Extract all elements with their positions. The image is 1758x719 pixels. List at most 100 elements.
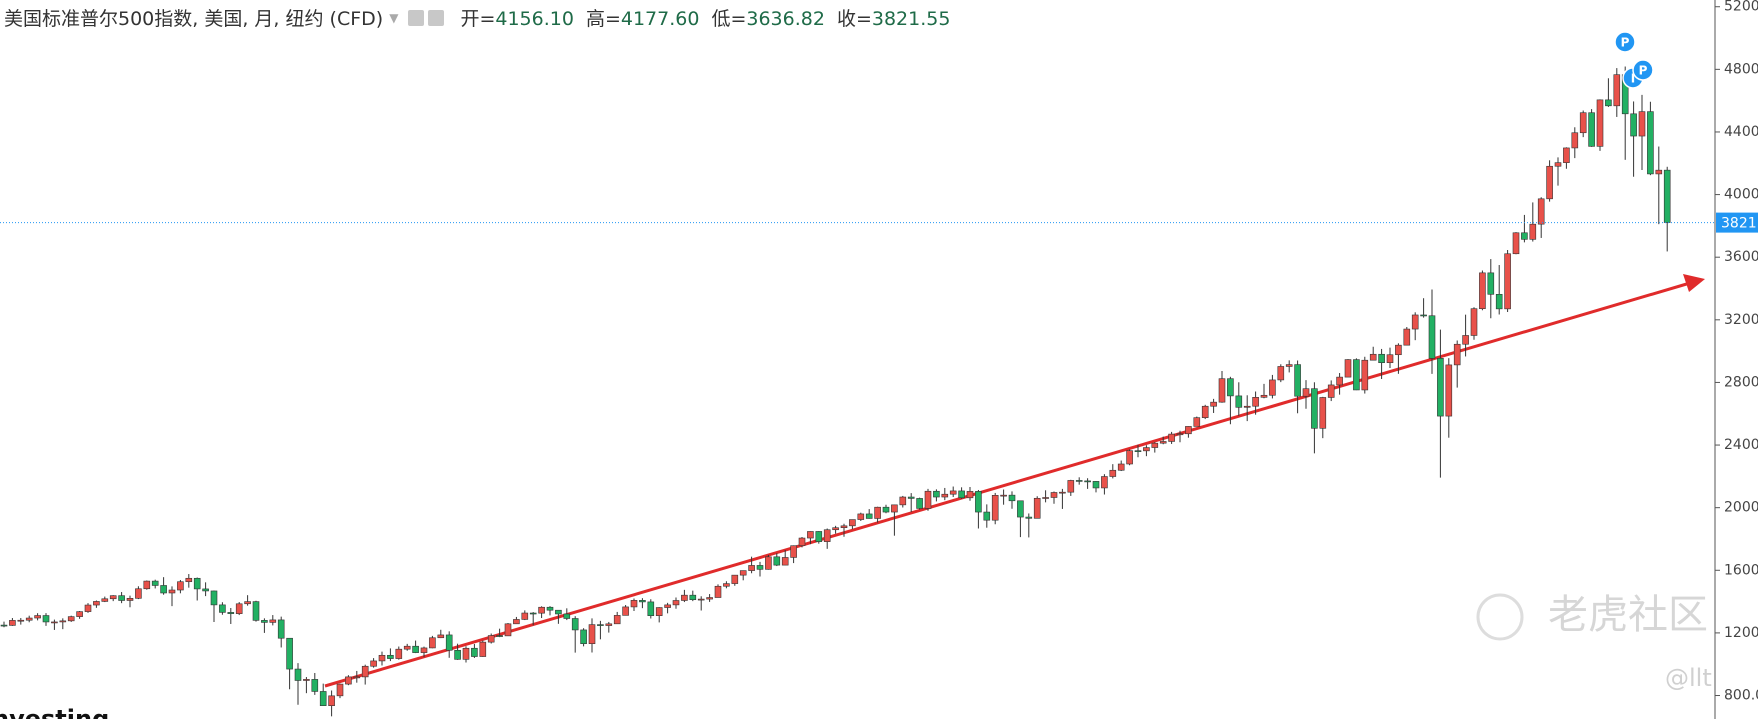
candle-body [1210, 401, 1217, 407]
event-marker[interactable] [1632, 59, 1654, 81]
candle-body [462, 647, 470, 660]
candle-body [529, 612, 537, 615]
dropdown-arrow[interactable]: ▼ [389, 10, 399, 25]
candle-body [781, 557, 789, 566]
candle-body [1235, 395, 1243, 408]
candle-body [496, 635, 503, 637]
y-tick-label: 2800 [1724, 374, 1758, 390]
candle-body [975, 491, 982, 513]
candle-body [202, 588, 209, 592]
candle-body [773, 556, 781, 566]
candle-body [1260, 394, 1268, 398]
candle-body [1369, 353, 1377, 361]
candle-body [235, 603, 243, 614]
candle-body [135, 588, 142, 599]
y-tick-label: 1200 [1724, 625, 1758, 641]
candle-body [924, 490, 932, 509]
candle-body [882, 506, 890, 513]
candle-body [1126, 450, 1133, 465]
candle-body [1252, 397, 1259, 407]
brand-logo: nvesting [0, 705, 109, 719]
candle-body [151, 580, 159, 586]
candle-body [1269, 379, 1276, 396]
candle-body [1025, 516, 1033, 519]
candle-body [403, 645, 411, 650]
candle-body [42, 615, 50, 623]
candle-body [840, 525, 848, 529]
settings-icon[interactable] [428, 9, 445, 26]
candle-body [84, 604, 92, 612]
candle-body [555, 609, 562, 615]
candle-body [1479, 272, 1486, 310]
candle-body [966, 491, 974, 499]
candle-body [1613, 74, 1621, 107]
field-value: 4177.60 [620, 8, 700, 30]
candle-body [1017, 500, 1024, 518]
eye-icon[interactable] [408, 9, 425, 26]
field-label: 开= [460, 8, 496, 30]
field-label: 高= [585, 8, 621, 30]
candle-body [311, 679, 319, 692]
event-marker[interactable] [1614, 31, 1636, 53]
candle-body [899, 496, 907, 506]
candle-body [1092, 481, 1100, 489]
candle-body [286, 637, 293, 670]
candle-body [706, 597, 713, 600]
candle-body [160, 585, 167, 594]
candle-body [51, 621, 58, 624]
candle-body [319, 691, 327, 706]
candle-body [983, 511, 991, 521]
candle-body [1101, 476, 1108, 489]
candle-body [756, 565, 764, 570]
candle-body [1638, 111, 1646, 137]
watermark-user: @llt [1665, 664, 1712, 692]
ohlc-fields: 开=4156.10 高=4177.60 低=3636.82 收=3821.55 [448, 4, 950, 31]
candle-body [613, 615, 621, 625]
candle-body [1411, 314, 1419, 330]
candle-body [1311, 388, 1318, 429]
candle-body [1227, 378, 1234, 397]
ohlc-field: 低=3636.82 [711, 8, 825, 30]
price-label-bg [1716, 212, 1758, 233]
candle-body [1630, 113, 1637, 137]
candle-body [1378, 353, 1385, 364]
chart-title[interactable]: 美国标准普尔500指数, 美国, 月, 纽约 (CFD) [4, 8, 384, 30]
candle-body [815, 531, 823, 542]
candle-body [605, 623, 613, 626]
candle-body [1319, 397, 1327, 429]
candle-body [563, 613, 571, 619]
candle-body [1647, 111, 1654, 175]
y-tick-label: 2400 [1724, 437, 1758, 453]
y-tick-label: 4400 [1724, 124, 1758, 140]
candle-body [1075, 480, 1083, 482]
candle-body [25, 617, 33, 621]
candle-body [1344, 359, 1352, 378]
candle-body [1596, 99, 1604, 147]
candle-body [1554, 162, 1562, 167]
candle-body [1327, 384, 1335, 398]
candle-body [647, 601, 655, 616]
candle-body [277, 619, 285, 639]
candle-body [597, 624, 604, 626]
candle-body [1218, 378, 1226, 403]
candle-body [479, 641, 487, 657]
candle-body [1193, 417, 1201, 427]
candle-body [471, 647, 478, 657]
candle-body [429, 637, 436, 649]
candle-body [353, 676, 361, 679]
candle-body [639, 600, 646, 603]
candle-body [1504, 253, 1511, 310]
candle-body [655, 607, 663, 616]
candle-body [193, 577, 201, 590]
candle-body [109, 595, 117, 600]
candle-body [857, 513, 865, 520]
candle-body [126, 598, 134, 601]
candle-body [672, 600, 680, 606]
candle-body [67, 616, 75, 622]
candle-body [1453, 343, 1461, 366]
candle-body [1159, 441, 1167, 444]
candle-body [723, 583, 730, 587]
candle-body [907, 496, 915, 499]
candle-body [1386, 354, 1394, 364]
